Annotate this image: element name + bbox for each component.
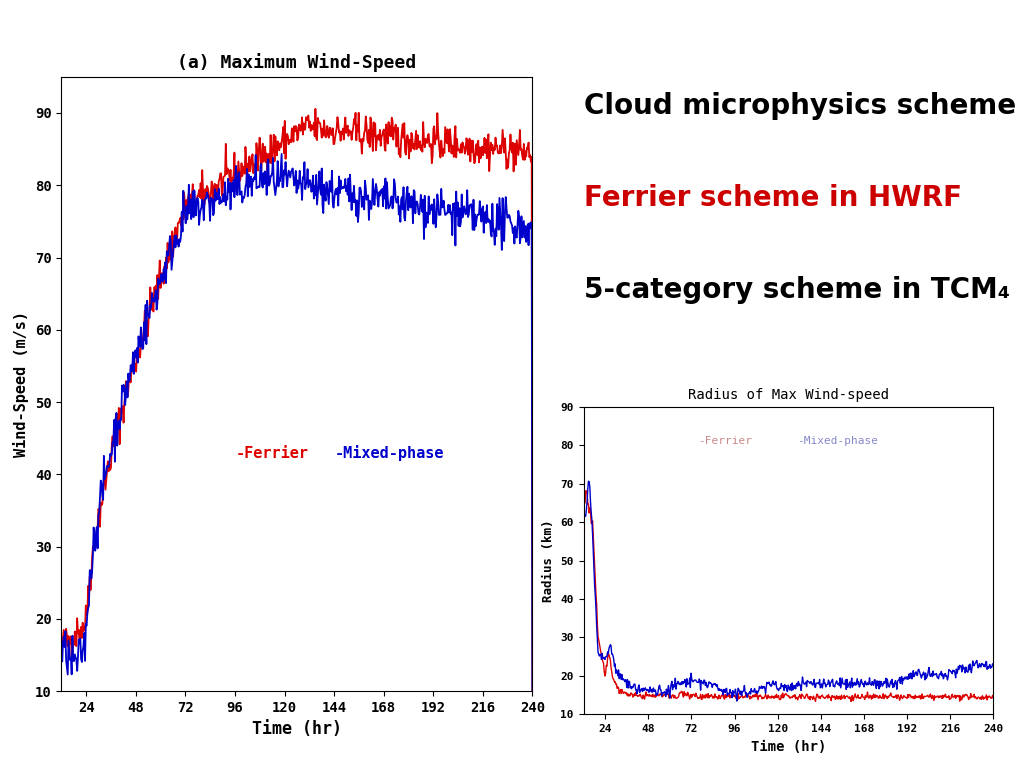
Y-axis label: Radius (km): Radius (km) <box>542 519 555 602</box>
Text: -Mixed-phase: -Mixed-phase <box>797 436 878 446</box>
Text: Ferrier scheme in HWRF: Ferrier scheme in HWRF <box>584 184 962 212</box>
Text: -Ferrier: -Ferrier <box>698 436 753 446</box>
Text: -Mixed-phase: -Mixed-phase <box>335 445 444 461</box>
Text: -Ferrier: -Ferrier <box>236 445 308 461</box>
Y-axis label: Wind-Speed (m/s): Wind-Speed (m/s) <box>13 311 30 457</box>
Title: (a) Maximum Wind-Speed: (a) Maximum Wind-Speed <box>177 54 417 72</box>
X-axis label: Time (hr): Time (hr) <box>751 740 826 753</box>
X-axis label: Time (hr): Time (hr) <box>252 720 342 739</box>
Text: Cloud microphysics scheme: Cloud microphysics scheme <box>584 92 1016 120</box>
Text: 5-category scheme in TCM₄: 5-category scheme in TCM₄ <box>584 276 1010 304</box>
Title: Radius of Max Wind-speed: Radius of Max Wind-speed <box>688 388 889 402</box>
